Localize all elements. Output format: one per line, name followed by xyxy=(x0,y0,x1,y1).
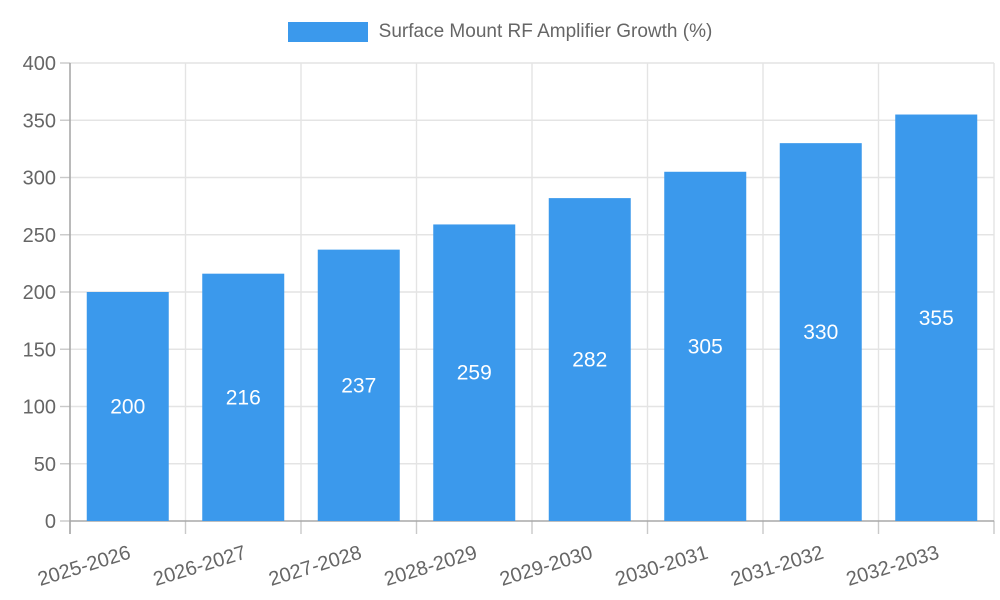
y-tick-label: 400 xyxy=(23,53,56,75)
y-tick-label: 150 xyxy=(23,339,56,361)
bar-value-label: 355 xyxy=(919,307,954,330)
bar-value-label: 282 xyxy=(572,349,607,372)
bar-2026-2027[interactable] xyxy=(202,273,285,521)
x-tick-label: 2031-2032 xyxy=(728,542,826,591)
x-tick-label: 2028-2029 xyxy=(382,542,480,591)
x-tick-label: 2025-2026 xyxy=(35,542,133,591)
chart-legend[interactable]: Surface Mount RF Amplifier Growth (%) xyxy=(0,21,1000,43)
bar-value-label: 305 xyxy=(688,335,723,358)
bar-value-label: 216 xyxy=(226,386,261,409)
x-tick-label: 2027-2028 xyxy=(266,542,364,591)
x-tick-label: 2030-2031 xyxy=(613,542,711,591)
bar-2025-2026[interactable] xyxy=(86,292,169,521)
bar-value-label: 200 xyxy=(110,396,145,419)
y-tick-label: 300 xyxy=(23,168,56,190)
x-tick-label: 2029-2030 xyxy=(497,542,595,591)
bar-2032-2033[interactable] xyxy=(895,114,978,522)
bar-value-label: 259 xyxy=(457,362,492,385)
bar-2031-2032[interactable] xyxy=(779,143,862,521)
x-tick-label: 2032-2033 xyxy=(844,542,942,591)
y-tick-label: 50 xyxy=(34,454,56,476)
legend-swatch xyxy=(287,22,368,42)
y-tick-label: 100 xyxy=(23,397,56,419)
y-tick-label: 350 xyxy=(23,110,56,132)
y-tick-label: 250 xyxy=(23,225,56,247)
bar-value-label: 237 xyxy=(341,374,376,397)
bar-2028-2029[interactable] xyxy=(433,224,516,521)
x-tick-label: 2026-2027 xyxy=(151,542,249,591)
bar-2029-2030[interactable] xyxy=(548,198,631,522)
y-tick-label: 200 xyxy=(23,282,56,304)
bar-2027-2028[interactable] xyxy=(317,249,400,521)
y-tick-label: 0 xyxy=(45,511,56,533)
bar-2030-2031[interactable] xyxy=(664,171,747,521)
legend-label: Surface Mount RF Amplifier Growth (%) xyxy=(378,21,713,42)
bar-value-label: 330 xyxy=(803,321,838,344)
